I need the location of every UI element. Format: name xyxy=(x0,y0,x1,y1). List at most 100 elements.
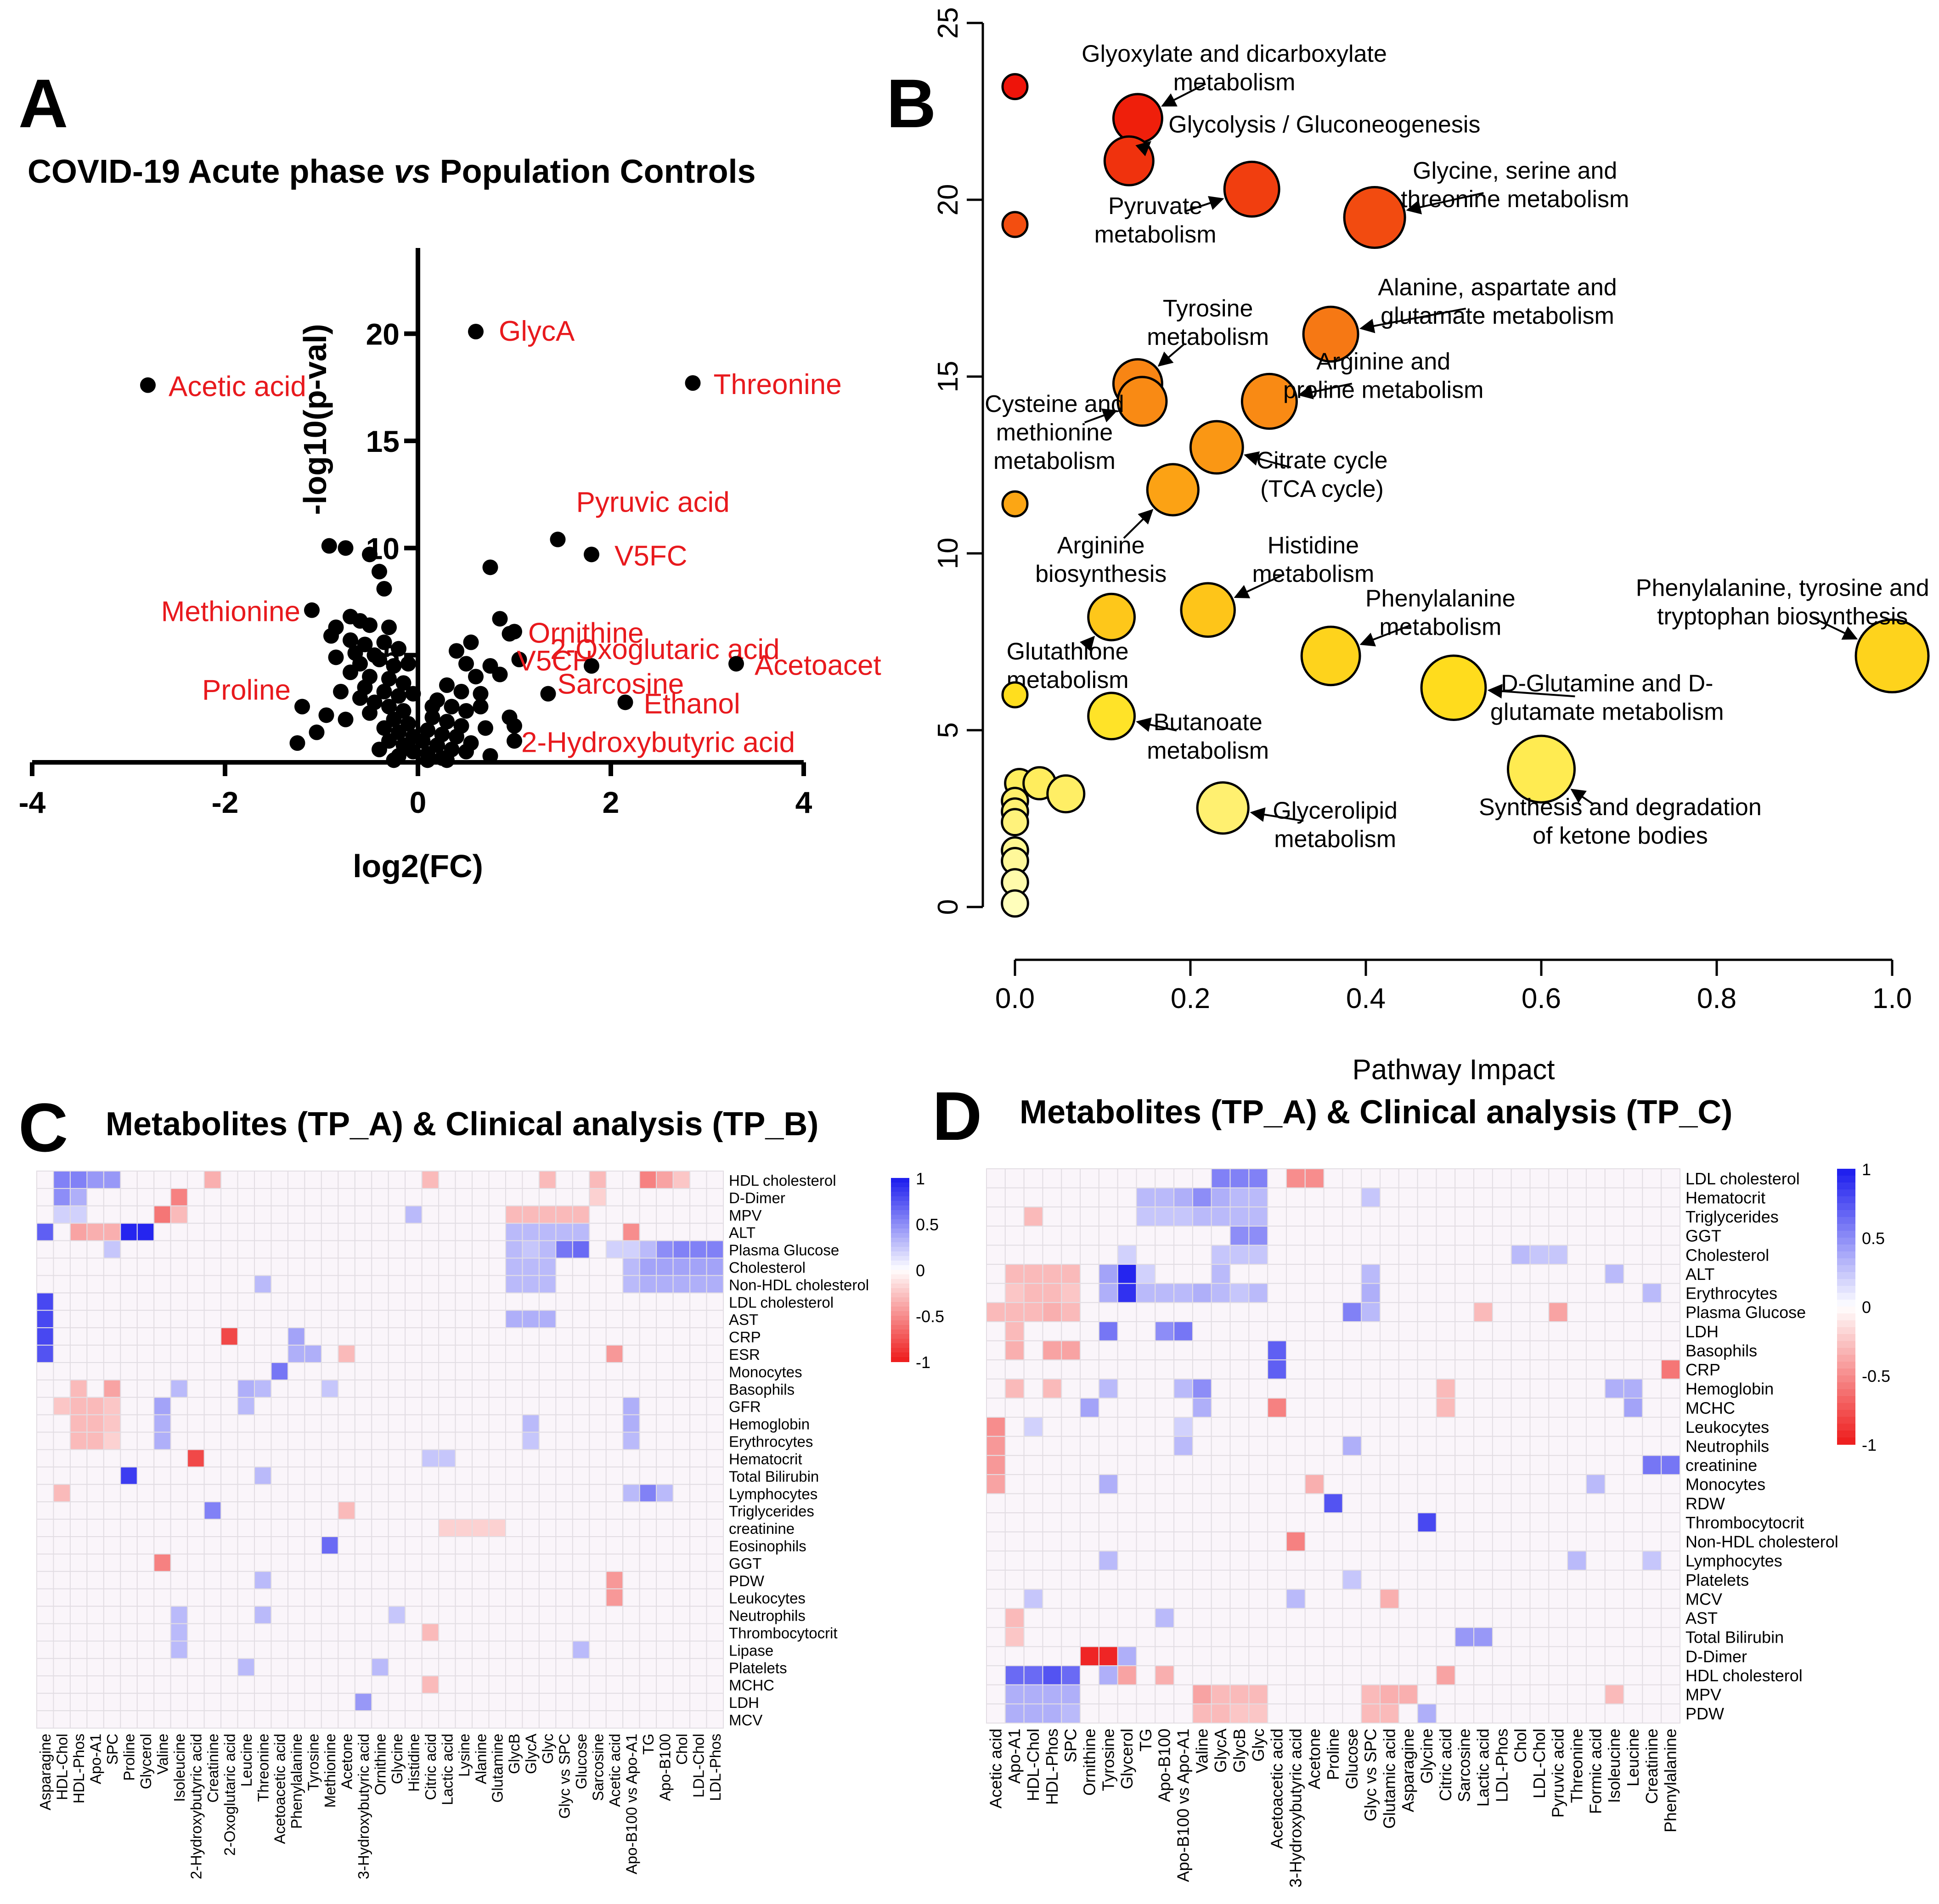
heat-cell xyxy=(287,1640,305,1659)
heat-cell xyxy=(86,1257,104,1276)
heat-cell xyxy=(1529,1264,1550,1284)
heat-cell xyxy=(672,1675,691,1694)
heat-cell xyxy=(488,1536,506,1555)
heat-cell xyxy=(69,1571,88,1589)
heat-cell xyxy=(1567,1627,1587,1647)
heat-cell xyxy=(254,1658,272,1677)
heat-cell xyxy=(639,1519,657,1538)
pathway-point xyxy=(1240,372,1298,430)
panel-a-title-em: vs xyxy=(394,153,431,190)
heat-cell xyxy=(589,1588,607,1607)
heat-cell xyxy=(1548,1455,1568,1475)
data-point xyxy=(323,628,339,644)
heat-cell xyxy=(555,1397,573,1415)
column-label: TG xyxy=(640,1734,657,1755)
heat-cell xyxy=(639,1362,657,1380)
heat-cell xyxy=(572,1171,590,1189)
heat-cell xyxy=(1173,1359,1193,1380)
heat-cell xyxy=(1136,1302,1156,1322)
heat-cell xyxy=(1323,1206,1343,1227)
heat-cell xyxy=(438,1710,456,1729)
heat-cell xyxy=(706,1205,724,1224)
legend-swatch xyxy=(1837,1272,1855,1279)
heat-cell xyxy=(405,1310,423,1329)
heat-cell xyxy=(639,1327,657,1346)
heat-cell xyxy=(1454,1703,1475,1724)
heat-cell xyxy=(1117,1512,1137,1532)
column-label: GlycA xyxy=(523,1734,540,1774)
heat-cell xyxy=(1155,1340,1175,1361)
heat-cell xyxy=(36,1240,54,1259)
row-label: MPV xyxy=(729,1207,762,1224)
heat-cell xyxy=(1623,1455,1643,1475)
row-label: Cholesterol xyxy=(729,1259,806,1276)
data-point xyxy=(381,699,397,715)
heat-cell xyxy=(271,1710,288,1729)
heat-cell-value xyxy=(1098,1378,1118,1399)
heat-cell xyxy=(1417,1397,1437,1418)
heat-cell xyxy=(1492,1359,1512,1380)
heat-cell xyxy=(287,1710,305,1729)
heat-cell-value xyxy=(572,1640,590,1659)
heat-cell-value xyxy=(1192,1703,1212,1724)
heat-cell-value xyxy=(1380,1589,1399,1609)
heat-cell xyxy=(170,1658,188,1677)
heat-cell xyxy=(538,1362,557,1380)
heat-cell xyxy=(1623,1703,1643,1724)
heat-cell xyxy=(220,1605,238,1624)
data-point xyxy=(362,546,378,563)
heat-cell-value xyxy=(153,1431,171,1450)
heat-cell xyxy=(1585,1283,1606,1303)
heat-cell xyxy=(1267,1206,1287,1227)
column-label: HDL-Phos xyxy=(1043,1729,1061,1805)
heat-cell xyxy=(187,1431,205,1450)
heat-cell xyxy=(505,1519,523,1538)
heat-cell xyxy=(1398,1168,1418,1189)
heat-cell xyxy=(388,1222,406,1241)
heat-cell xyxy=(1661,1321,1681,1341)
heat-cell xyxy=(405,1536,423,1555)
column-label: Glyc vs SPC xyxy=(1361,1729,1380,1821)
heat-cell-value xyxy=(1061,1302,1081,1322)
heat-cell xyxy=(187,1414,205,1433)
heat-cell xyxy=(220,1275,238,1294)
heat-cell xyxy=(1436,1512,1456,1532)
heat-cell xyxy=(1267,1493,1287,1514)
heat-cell xyxy=(1155,1455,1175,1475)
heat-cell xyxy=(488,1431,506,1450)
heat-cell xyxy=(136,1397,155,1415)
heat-cell xyxy=(1248,1397,1268,1418)
heat-cell xyxy=(706,1588,724,1607)
heat-cell xyxy=(538,1431,557,1450)
heat-cell xyxy=(505,1658,523,1677)
heat-cell xyxy=(538,1588,557,1607)
heat-cell xyxy=(254,1553,272,1572)
heat-cell xyxy=(187,1553,205,1572)
heat-cell xyxy=(1267,1168,1287,1189)
heat-cell xyxy=(605,1292,624,1311)
heat-cell xyxy=(689,1397,707,1415)
heat-cell xyxy=(1642,1589,1662,1609)
heat-cell xyxy=(1585,1321,1606,1341)
heat-cell xyxy=(455,1275,473,1294)
heat-cell-value xyxy=(1173,1187,1193,1208)
heat-cell xyxy=(388,1553,406,1572)
heat-cell-value xyxy=(605,1345,624,1363)
heat-cell xyxy=(1136,1550,1156,1571)
heat-cell xyxy=(1267,1378,1287,1399)
heat-cell xyxy=(187,1327,205,1346)
heat-cell xyxy=(321,1623,339,1642)
heat-cell xyxy=(388,1188,406,1206)
heat-cell xyxy=(1155,1703,1175,1724)
heat-cell xyxy=(103,1553,121,1572)
heat-cell-value xyxy=(522,1240,540,1259)
heat-cell xyxy=(170,1362,188,1380)
heat-cell xyxy=(187,1310,205,1329)
heat-cell xyxy=(220,1675,238,1694)
heat-cell xyxy=(1211,1665,1231,1685)
heat-cell xyxy=(220,1292,238,1311)
heat-cell xyxy=(1417,1340,1437,1361)
heat-cell-value xyxy=(1004,1321,1025,1341)
heat-cell xyxy=(986,1283,1006,1303)
column-label: Glucose xyxy=(1342,1729,1361,1789)
